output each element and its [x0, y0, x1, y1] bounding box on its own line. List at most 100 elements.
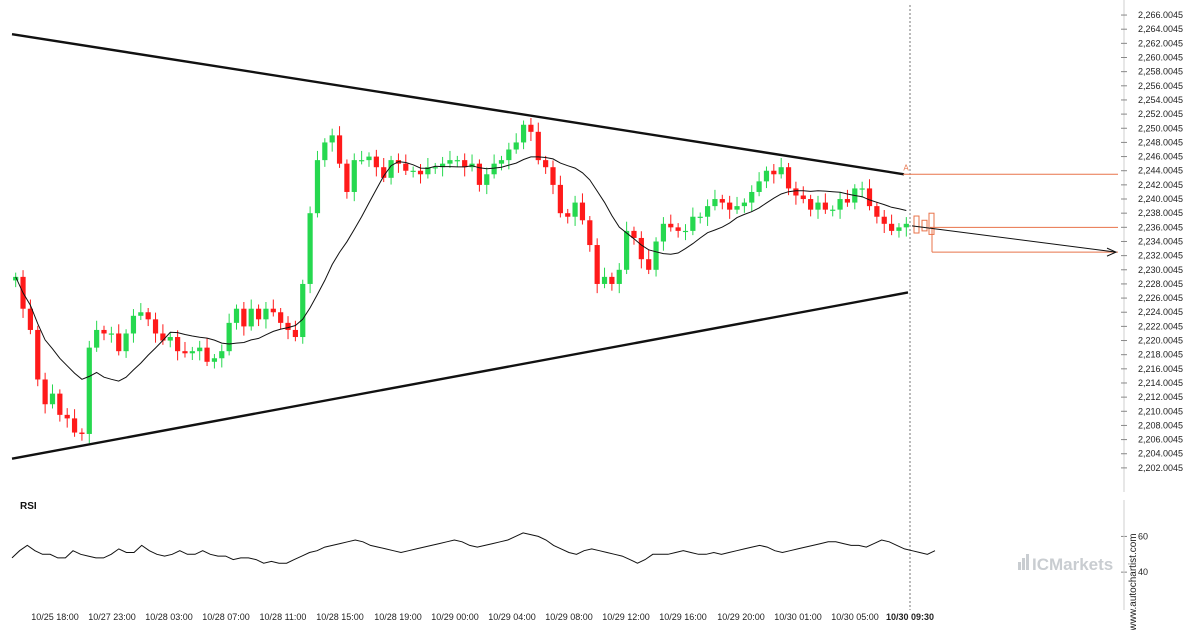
candle [42, 372, 48, 414]
candle [116, 324, 122, 356]
candle-body [373, 156, 379, 168]
moving-average-layer [15, 156, 907, 382]
candle-body [808, 199, 814, 210]
candle-body [565, 213, 571, 217]
candle-body [653, 241, 659, 270]
candle-body [476, 163, 483, 185]
candle-body [432, 167, 438, 169]
candle [727, 195, 733, 219]
candle-body [543, 160, 549, 168]
candle [535, 122, 541, 165]
forecast-candle [913, 215, 920, 234]
breakout-marker: A [903, 163, 909, 172]
y-tick-label: 2,252.0045 [1138, 109, 1183, 119]
candle [624, 221, 630, 275]
candle [830, 205, 836, 217]
candle-body [727, 202, 733, 210]
candle [388, 155, 394, 185]
broker-logo [1018, 554, 1029, 570]
x-tick-label: 10/29 08:00 [545, 612, 593, 622]
candle-body [403, 163, 409, 171]
candle [101, 325, 107, 341]
candle [108, 326, 114, 343]
candle-body [874, 206, 880, 217]
candle [226, 313, 232, 356]
candle-body [204, 347, 210, 362]
candle-body [351, 160, 357, 192]
candle [704, 199, 711, 226]
candle [719, 194, 725, 210]
candle [292, 320, 298, 342]
forecast-candle [928, 212, 935, 235]
candle [498, 155, 505, 171]
y-tick-label: 2,226.0045 [1138, 293, 1183, 303]
candle [79, 428, 85, 441]
candle-body [160, 333, 166, 341]
candle [57, 389, 63, 422]
candle-body [601, 276, 608, 284]
candle-body [425, 167, 431, 175]
candle [454, 155, 460, 167]
candle-body [86, 347, 92, 434]
candle-body [888, 223, 895, 231]
candle-body [94, 329, 100, 348]
candle-body [116, 333, 122, 352]
candle-body [815, 202, 821, 210]
candle-body [866, 188, 873, 207]
y-tick-label: 2,236.0045 [1138, 222, 1183, 232]
candle [749, 185, 755, 212]
candle-body [35, 329, 41, 380]
candle [881, 210, 887, 234]
candle-body [535, 131, 541, 161]
candle [241, 301, 247, 336]
candle-body [704, 206, 711, 217]
candle [278, 308, 284, 330]
candle [712, 189, 718, 211]
candle [609, 272, 615, 291]
annotation-layer: A [11, 5, 1118, 610]
candle [175, 330, 181, 361]
y-tick-label: 2,256.0045 [1138, 81, 1183, 91]
candle-body [248, 308, 254, 327]
candle-body [660, 223, 667, 242]
candle-body [557, 184, 563, 214]
candle [903, 217, 909, 237]
candle-body [454, 160, 460, 162]
candle-body [241, 308, 247, 327]
forecast-arrow-line [911, 225, 1117, 253]
candle-body [675, 227, 681, 231]
y-tick-label: 2,260.0045 [1138, 52, 1183, 62]
candle-body [233, 308, 240, 323]
x-tick-label: 10/28 03:00 [145, 612, 193, 622]
moving-average-line [15, 156, 907, 382]
candle [366, 152, 372, 167]
rsi-tick-label: 60 [1138, 531, 1148, 541]
candle-body [152, 319, 159, 334]
candle-body [712, 199, 718, 207]
candle-body [447, 160, 453, 164]
candle [528, 118, 534, 142]
y-tick-label: 2,262.0045 [1138, 38, 1183, 48]
y-tick-label: 2,222.0045 [1138, 321, 1183, 331]
candle-body [646, 259, 652, 270]
candle-body [506, 149, 512, 161]
candle-body [359, 160, 365, 162]
candle-body [197, 347, 203, 352]
autochartist-url: www.autochartist.com [1128, 533, 1139, 630]
candle-body [381, 167, 387, 178]
candle-body [307, 213, 313, 284]
candle [469, 154, 475, 172]
x-tick-label: 10/30 01:00 [774, 612, 822, 622]
rsi-line [11, 532, 936, 564]
vertical-brand: www.autochartist.com [1128, 533, 1139, 631]
candle-body [145, 312, 151, 320]
candle-body [682, 230, 689, 233]
candle [565, 208, 571, 224]
candle [572, 195, 578, 226]
candle [601, 267, 608, 289]
candle-body [314, 160, 321, 214]
candle [734, 196, 740, 214]
y-tick-label: 2,234.0045 [1138, 236, 1183, 246]
candle-body [859, 188, 865, 190]
